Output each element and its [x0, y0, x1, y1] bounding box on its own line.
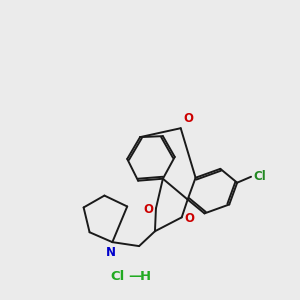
Text: O: O	[184, 112, 194, 125]
Text: H: H	[140, 270, 151, 283]
Text: —: —	[128, 270, 142, 283]
Text: Cl: Cl	[110, 270, 124, 283]
Text: Cl: Cl	[253, 170, 266, 183]
Text: O: O	[143, 203, 153, 216]
Text: O: O	[184, 212, 195, 225]
Text: N: N	[106, 245, 116, 259]
